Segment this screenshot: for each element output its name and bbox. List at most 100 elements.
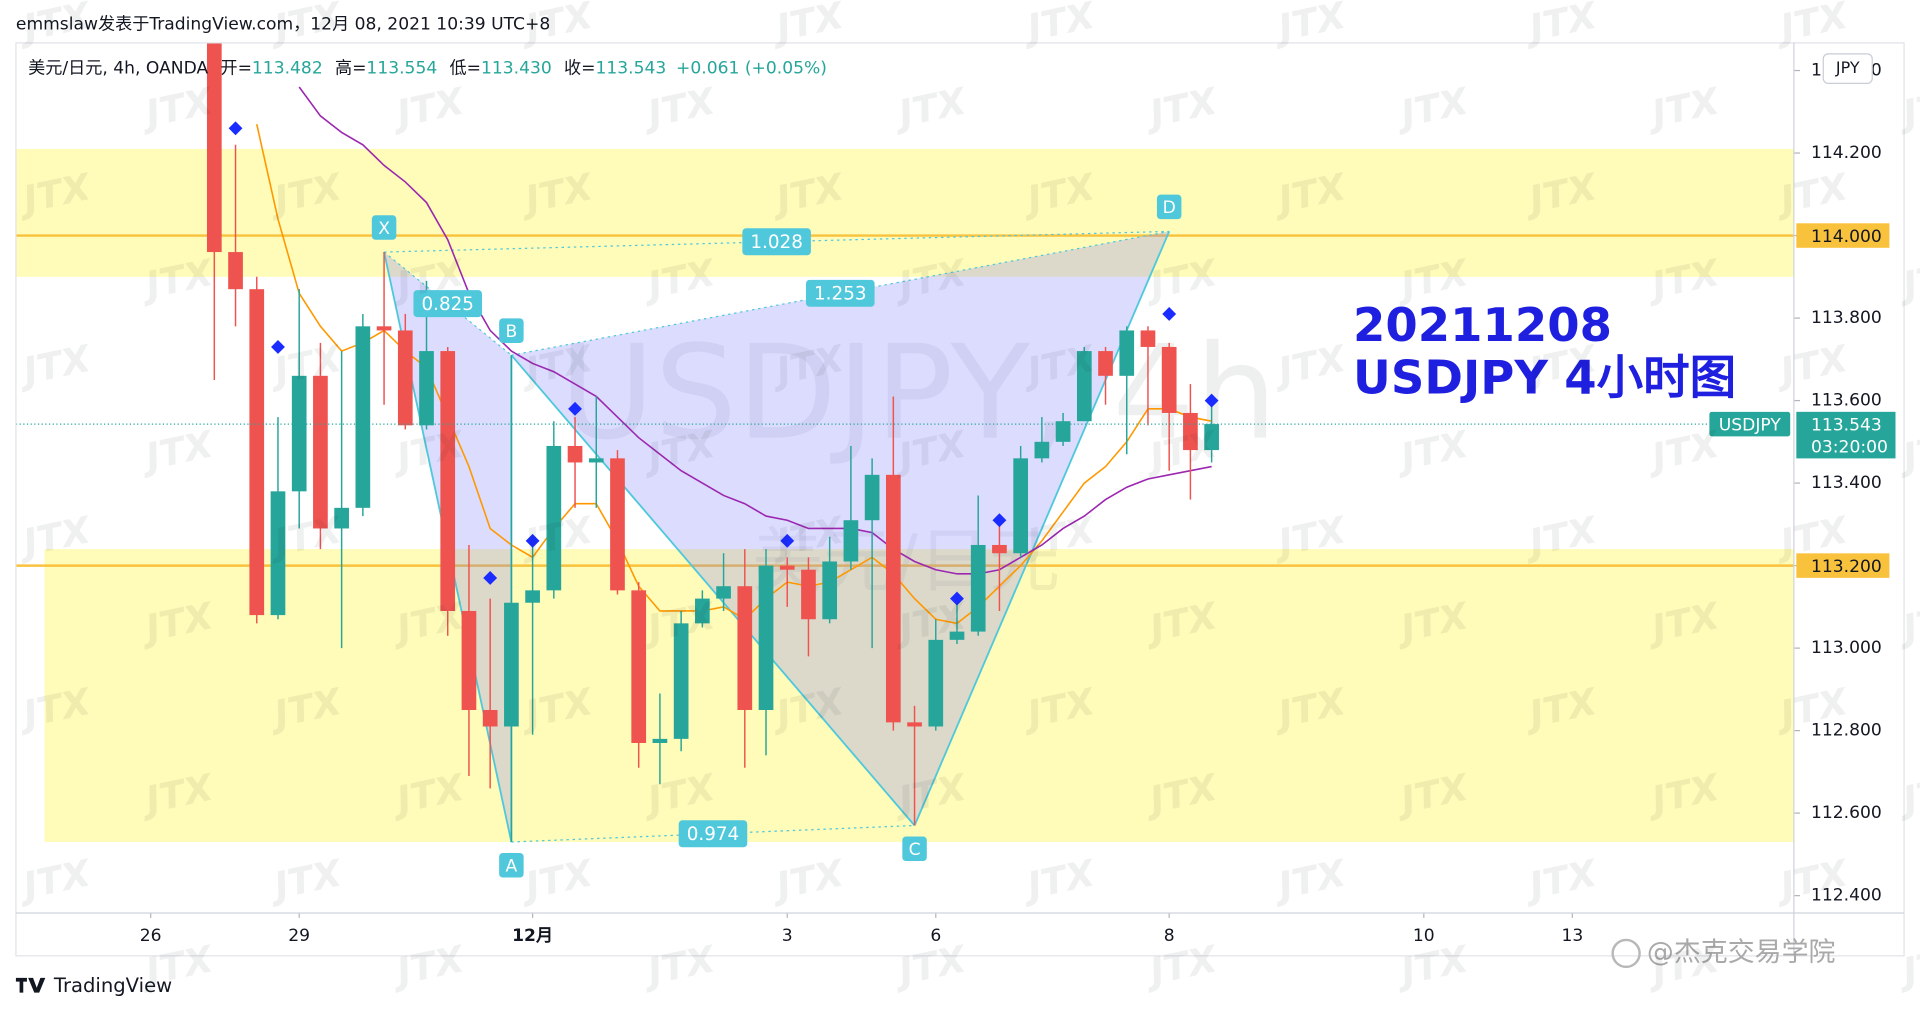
x-tick-label: 3 [782,926,793,946]
level-label: 114.000 [1811,227,1882,247]
annotation: USDJPY 4小时图 [1353,351,1736,405]
x-tick-label: 12月 [512,926,553,946]
pattern-ratio-box [678,820,748,848]
logo-icon[interactable] [15,977,46,993]
annotation: 20211208 [1353,298,1612,352]
candle-body [801,569,816,620]
candle-body [1161,346,1177,413]
candle-body [695,598,710,624]
candle-body [843,520,859,562]
candle-body [949,631,965,640]
candle-body [525,590,540,603]
signal-marker [950,591,964,606]
pattern-point-box [1156,194,1182,220]
legend: 美元/日元, 4h, OANDA 开=113.482 高=113.554 低=113.… [28,59,827,79]
pattern-point-label: A [506,857,518,877]
x-tick-label: 6 [930,926,941,946]
y-tick-label: 112.600 [1811,803,1882,823]
plot-area: USDJPY, 4h美元/日元 [15,42,1794,843]
signal-marker [483,571,498,585]
candle-body [504,602,519,727]
pattern-point-label: D [1163,198,1176,218]
candle-body [1034,441,1050,459]
candle-body [610,458,625,591]
credit-icon [1611,938,1641,969]
footer-logo[interactable]: TradingView [15,974,172,997]
last-name-box [1709,411,1791,437]
moving-average [298,86,1212,575]
candle-body [313,375,328,529]
pattern-ratio-label: 1.253 [814,284,867,305]
overlay: X A B C D 0.825 0.974 1.028 1.253 20211208USDJPY … [140,61,1896,946]
level-label: 113.200 [1811,557,1882,577]
legend-key: 开= [220,59,251,79]
candle-body [822,561,838,620]
footer-credit: @杰克交易学院 [1647,937,1836,968]
header: emmslaw发表于TradingView.com，12月 08, 2021 1… [16,15,550,35]
legend-symbol: 美元/日元, 4h, OANDA [28,59,208,79]
footer-brand[interactable]: TradingView [53,974,172,997]
candle-body [546,445,562,591]
candle-body [1013,458,1028,554]
signal-marker [568,401,582,416]
pattern-leg [510,354,916,827]
candle-body [864,474,880,521]
candle-body [206,42,222,253]
candle-body [928,639,944,727]
x-tick-label: 10 [1413,926,1435,946]
last-price-label: 113.543 [1811,415,1882,435]
candle-body [397,330,413,426]
pattern-ratio-box [413,290,483,318]
signal-marker [525,533,540,548]
signal-marker [271,340,285,354]
x-tick-label: 8 [1164,926,1175,946]
pattern-ratio-label: 1.028 [750,232,803,253]
moving-average [255,123,1212,625]
candle-body [716,586,731,599]
candle-body [1183,412,1198,451]
candle-body [291,375,307,492]
x-tick-label: 13 [1561,926,1583,946]
candle-body [1055,421,1071,442]
last-price-box [1796,411,1896,459]
y-tick-label: 112.400 [1811,886,1882,906]
legend-value: 113.543 [595,59,666,79]
candle-body [1076,351,1092,422]
y-tick-label: 114.200 [1811,143,1882,163]
pattern-point-box [371,215,397,240]
legend-change: +0.061 (+0.05%) [676,59,827,79]
candle-body [970,544,986,632]
legend-key: 低= [449,59,480,79]
candle-body [249,289,265,616]
pattern-ratio-label: 0.825 [421,294,474,315]
currency-badge-text[interactable]: JPY [1835,58,1860,77]
level-label-box [1796,553,1890,578]
candle-body [461,610,477,710]
candle-body [419,351,434,426]
currency-badge[interactable]: JPY [1822,53,1873,84]
signal-marker [780,533,795,548]
currency-badge-box[interactable] [1822,53,1873,84]
candle-body [992,544,1007,554]
y-tick-label: 113.800 [1811,308,1882,328]
chart-frame [15,42,1905,957]
last-name: USDJPY [1719,415,1782,435]
candle-body [631,590,647,743]
signal-marker [992,513,1007,528]
candle-body [779,565,795,570]
candle-body [885,474,901,723]
pattern-point-box [499,853,524,878]
candle-body [1140,330,1156,347]
pattern-point-box [902,836,927,862]
candle-body [758,565,774,710]
level-label-box [1796,223,1890,248]
candle-body [737,586,753,710]
legend-key: 收= [564,59,595,79]
legend-value: 113.430 [481,59,552,79]
zone [15,148,1794,277]
legend-key: 高= [335,59,366,79]
last-countdown: 03:20:00 [1811,437,1888,457]
pattern-point-box [499,318,524,343]
